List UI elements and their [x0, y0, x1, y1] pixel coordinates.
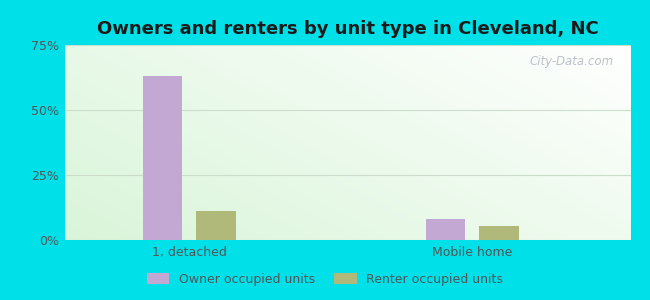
- Bar: [143, 76, 183, 240]
- Text: City-Data.com: City-Data.com: [529, 55, 614, 68]
- Bar: [196, 212, 236, 240]
- Bar: [426, 219, 465, 240]
- Title: Owners and renters by unit type in Cleveland, NC: Owners and renters by unit type in Cleve…: [97, 20, 599, 38]
- Bar: [479, 226, 519, 240]
- Legend: Owner occupied units, Renter occupied units: Owner occupied units, Renter occupied un…: [142, 268, 508, 291]
